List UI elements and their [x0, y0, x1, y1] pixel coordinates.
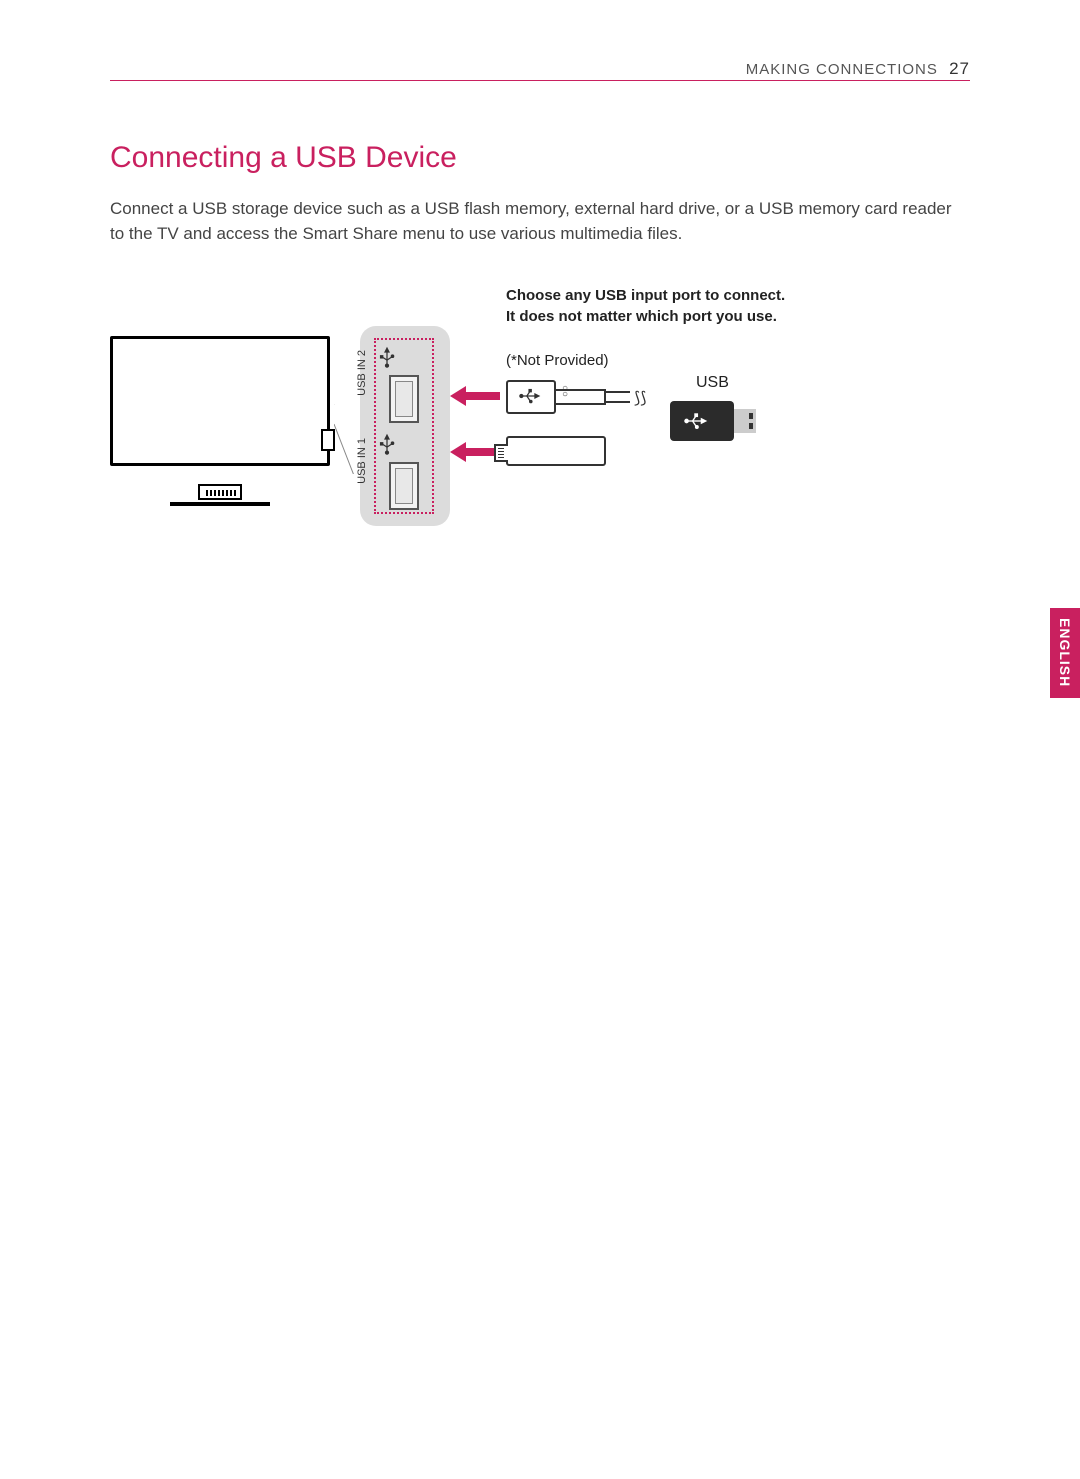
section-name: MAKING CONNECTIONS — [746, 61, 938, 78]
plug-dots: ○○ — [562, 386, 568, 398]
intro-paragraph: Connect a USB storage device such as a U… — [110, 197, 970, 246]
usb-trident-icon — [684, 409, 708, 433]
cable-wave: ⟆⟆ — [634, 388, 646, 408]
usb-stick-tip — [734, 409, 756, 433]
usb-cable-icon: ○○ ⟆⟆ — [506, 380, 642, 414]
usb-port-panel: USB IN 2 USB IN 1 — [360, 326, 450, 526]
page-number: 27 — [949, 59, 970, 78]
page-title: Connecting a USB Device — [110, 141, 970, 175]
running-header: MAKING CONNECTIONS 27 — [746, 59, 970, 79]
port-2-label: USB IN 2 — [356, 350, 368, 396]
usb-trident-icon — [376, 433, 398, 455]
tv-foot — [170, 502, 270, 506]
usb-port-1 — [389, 462, 419, 510]
usb-trident-icon — [376, 346, 398, 368]
port-1-label: USB IN 1 — [356, 438, 368, 484]
usb-label: USB — [696, 374, 729, 392]
instruction-line-1: Choose any USB input port to connect. — [506, 287, 785, 304]
instruction-note: Choose any USB input port to connect. It… — [506, 286, 786, 327]
usb-cable-wire — [606, 391, 630, 403]
tv-screen — [110, 336, 330, 466]
port-highlight — [374, 338, 434, 514]
tv-stand — [198, 484, 242, 500]
usb-port-2 — [389, 375, 419, 423]
usb-flash-outline-icon — [506, 436, 606, 466]
not-provided-label: (*Not Provided) — [506, 352, 609, 369]
usb-stick-icon — [670, 401, 756, 441]
flash-contacts — [498, 448, 504, 458]
connection-diagram: Choose any USB input port to connect. It… — [110, 296, 750, 556]
header-rule: MAKING CONNECTIONS 27 — [110, 80, 970, 81]
usb-trident-icon — [519, 385, 541, 407]
tv-side-panel — [321, 429, 335, 451]
instruction-line-2: It does not matter which port you use. — [506, 308, 777, 325]
language-tab: ENGLISH — [1050, 608, 1080, 698]
tv-icon — [110, 336, 340, 486]
